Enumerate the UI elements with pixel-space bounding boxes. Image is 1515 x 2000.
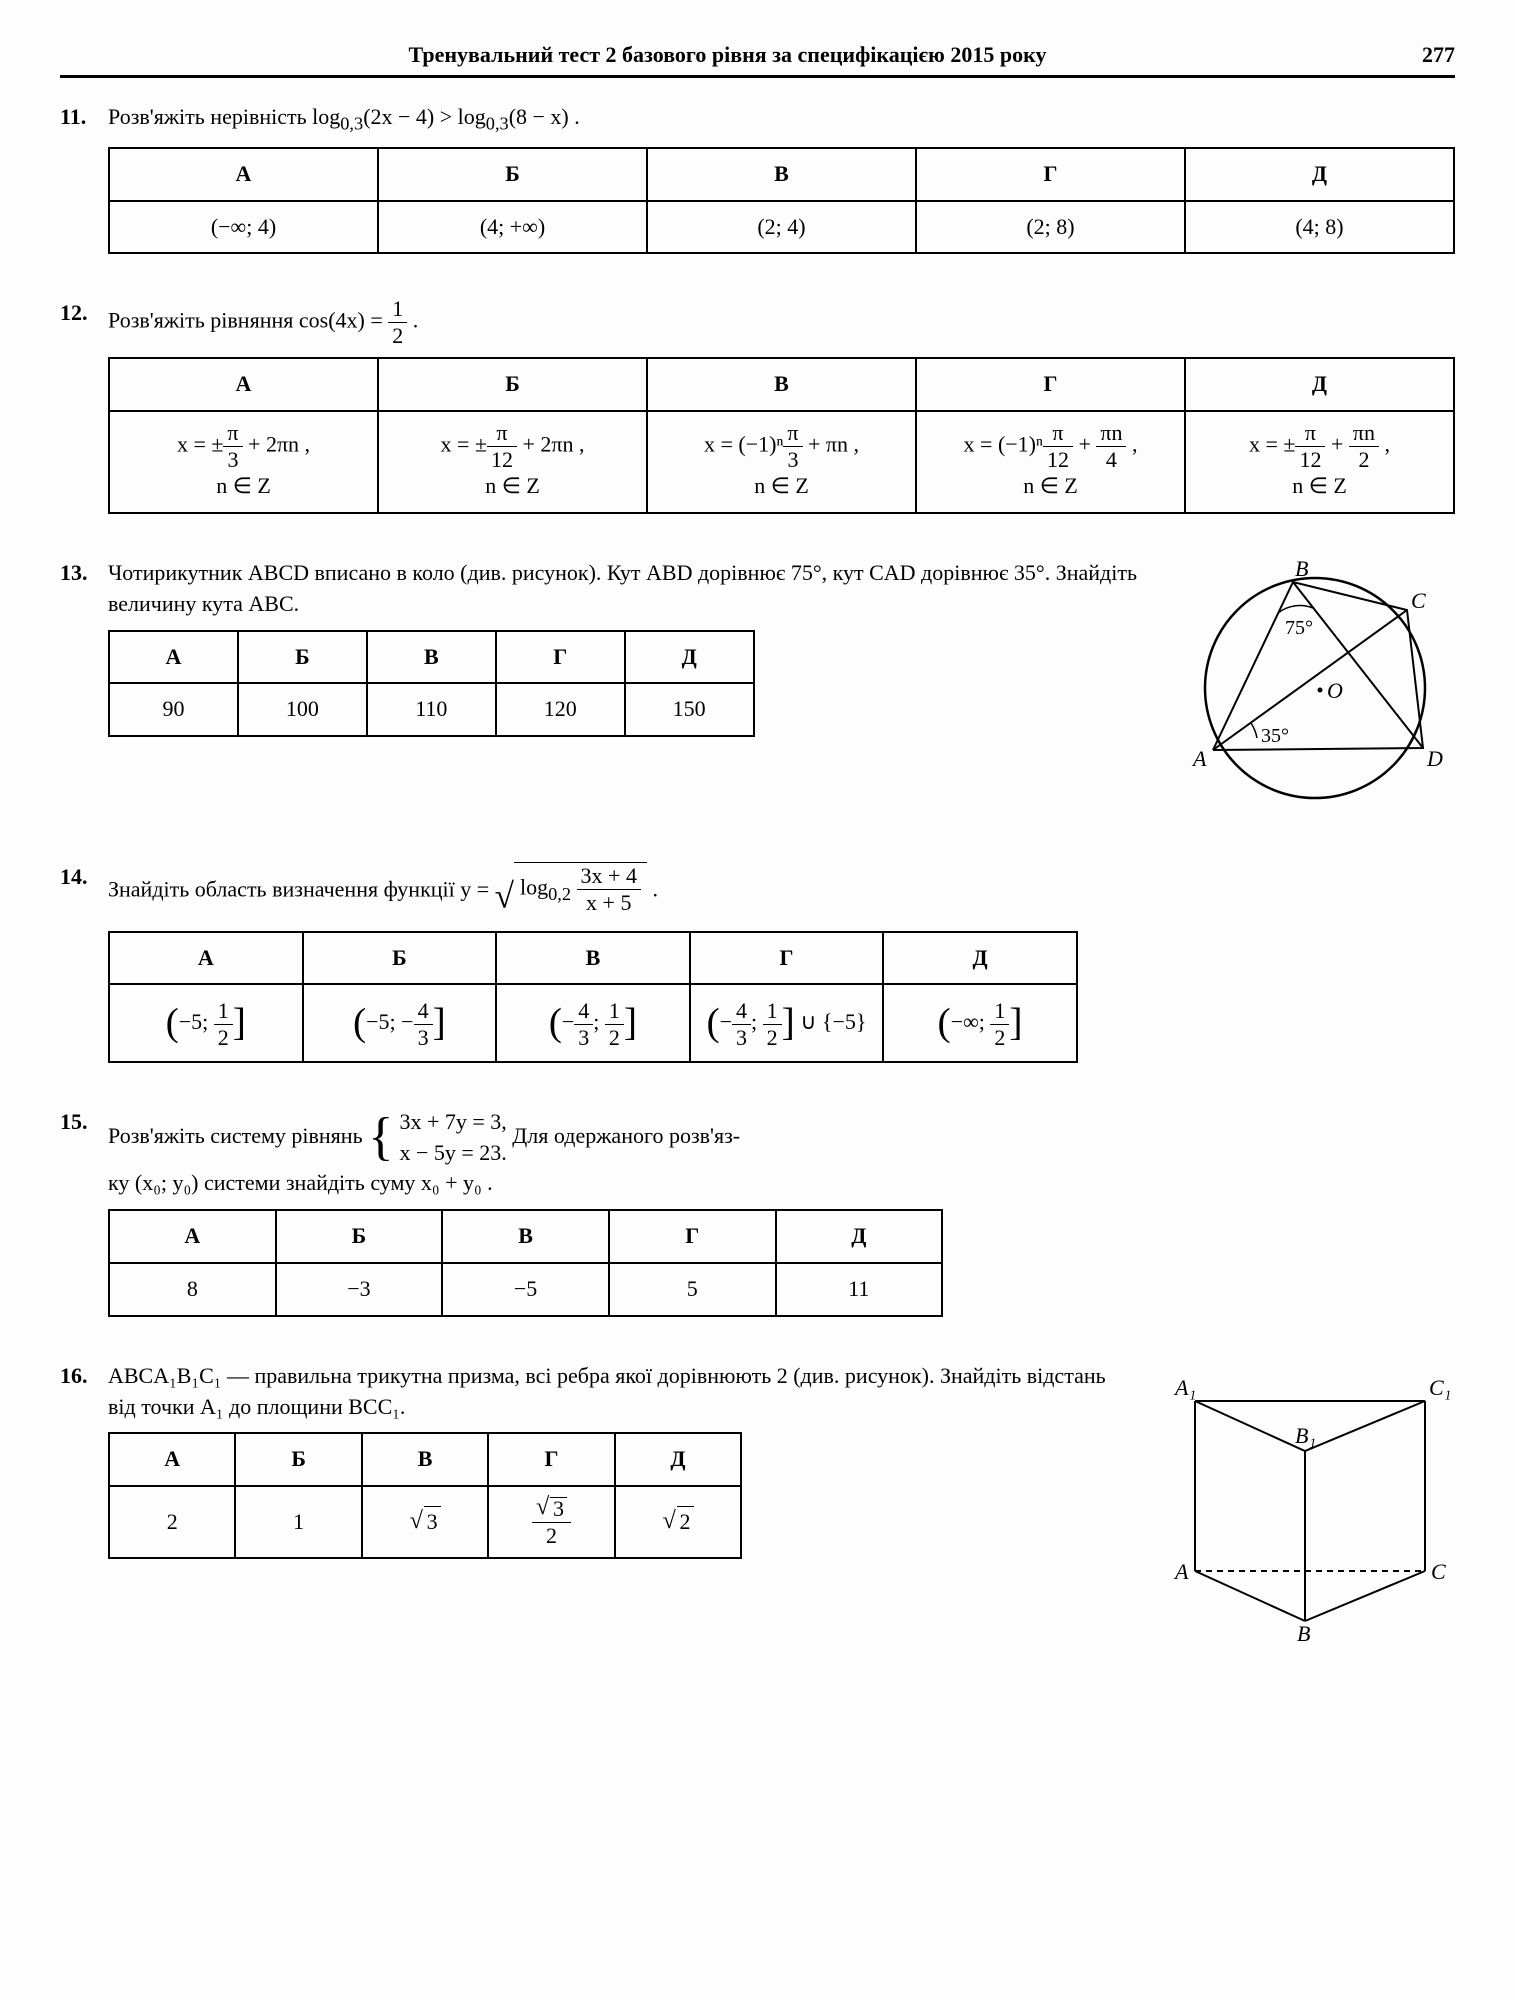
problem-15: 15. Розв'яжіть систему рівнянь {3x + 7y … <box>60 1107 1455 1317</box>
problem-number: 14. <box>60 862 108 893</box>
circle-diagram: B C A D O 75° 35° <box>1175 558 1455 818</box>
svg-text:A₁: A₁ <box>1173 1375 1196 1400</box>
problem-number: 11. <box>60 102 108 133</box>
prism-diagram: A₁ C₁ B₁ A C B <box>1155 1361 1455 1641</box>
svg-text:C: C <box>1431 1559 1446 1584</box>
header-title: Тренувальний тест 2 базового рівня за сп… <box>60 40 1395 71</box>
answer-table: АБВГД (−∞; 4)(4; +∞)(2; 4)(2; 8)(4; 8) <box>108 147 1455 255</box>
problem-number: 15. <box>60 1107 108 1138</box>
problem-prompt: Знайдіть область визначення функції y = … <box>108 862 1455 921</box>
problem-number: 16. <box>60 1361 108 1392</box>
svg-text:D: D <box>1426 746 1443 771</box>
answer-table: АБВГД 8−3−5511 <box>108 1209 943 1317</box>
problem-prompt: Розв'яжіть нерівність log0,3(2x − 4) > l… <box>108 102 1455 137</box>
problem-prompt: Чотирикутник ABCD вписано в коло (див. р… <box>108 558 1151 620</box>
problem-prompt: ABCA₁B₁C₁ — правильна трикутна призма, в… <box>108 1361 1131 1423</box>
svg-text:B₁: B₁ <box>1295 1423 1316 1448</box>
svg-text:C: C <box>1411 588 1426 613</box>
problem-prompt: Розв'яжіть систему рівнянь {3x + 7y = 3,… <box>108 1107 1455 1199</box>
answer-table: АБВГД x = ±π3 + 2πn ,n ∈ Z x = ±π12 + 2π… <box>108 357 1455 514</box>
problem-prompt: Розв'яжіть рівняння cos(4x) = 12 . <box>108 298 1455 347</box>
answer-table: АБВГД 2 1 3 32 2 <box>108 1432 742 1559</box>
svg-text:A: A <box>1173 1559 1189 1584</box>
problem-number: 12. <box>60 298 108 329</box>
problem-16: 16. ABCA₁B₁C₁ — правильна трикутна призм… <box>60 1361 1455 1641</box>
page-number: 277 <box>1395 40 1455 71</box>
problem-14: 14. Знайдіть область визначення функції … <box>60 862 1455 1063</box>
problem-12: 12. Розв'яжіть рівняння cos(4x) = 12 . А… <box>60 298 1455 514</box>
problem-11: 11. Розв'яжіть нерівність log0,3(2x − 4)… <box>60 102 1455 255</box>
svg-text:75°: 75° <box>1285 617 1313 639</box>
answer-table: АБВГД 90100110120150 <box>108 630 755 738</box>
svg-text:35°: 35° <box>1261 725 1289 747</box>
svg-text:B: B <box>1297 1621 1310 1641</box>
answer-table: АБВГД (−5; 12] (−5; −43] (−43; 12] (−43;… <box>108 931 1078 1063</box>
svg-text:O: O <box>1327 678 1343 703</box>
problem-13: 13. Чотирикутник ABCD вписано в коло (ди… <box>60 558 1455 818</box>
svg-text:A: A <box>1191 746 1207 771</box>
page-header: Тренувальний тест 2 базового рівня за сп… <box>60 40 1455 78</box>
problem-number: 13. <box>60 558 108 589</box>
svg-text:C₁: C₁ <box>1429 1375 1451 1400</box>
svg-text:B: B <box>1295 558 1308 581</box>
